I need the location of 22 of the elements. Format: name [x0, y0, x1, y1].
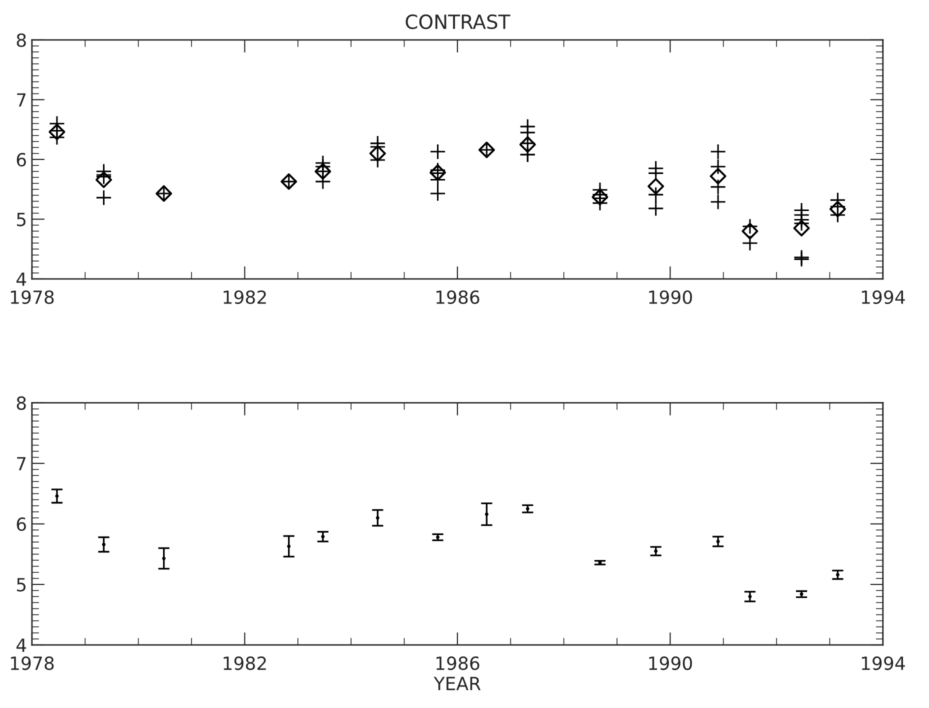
y-tick-label: 6	[16, 152, 26, 167]
x-tick-label: 1994	[862, 290, 905, 304]
x-tick-label: 1994	[862, 656, 905, 670]
y-tick-label: 7	[17, 93, 26, 107]
x-tick-label: 1986	[436, 656, 480, 670]
y-tick-label: 5	[17, 212, 26, 226]
x-tick-label: 1990	[649, 656, 692, 670]
y-tick-label: 8	[16, 396, 26, 410]
x-tick-label: 1978	[10, 290, 54, 304]
y-tick-label: 7	[17, 457, 26, 470]
y-tick-label: 5	[17, 578, 26, 592]
y-tick-label: 4	[16, 272, 26, 286]
x-tick-label: 1978	[10, 656, 54, 670]
y-tick-label: 8	[16, 33, 26, 48]
x-tick-label: 1982	[224, 656, 266, 670]
x-tick-label: 1990	[649, 290, 692, 304]
y-tick-label: 4	[16, 638, 26, 652]
y-tick-label: 6	[16, 517, 26, 532]
chart-title: CONTRAST	[406, 14, 510, 30]
x-tick-label: 1982	[224, 290, 266, 304]
x-axis-title: YEAR	[434, 676, 481, 690]
x-tick-label: 1986	[436, 290, 480, 304]
